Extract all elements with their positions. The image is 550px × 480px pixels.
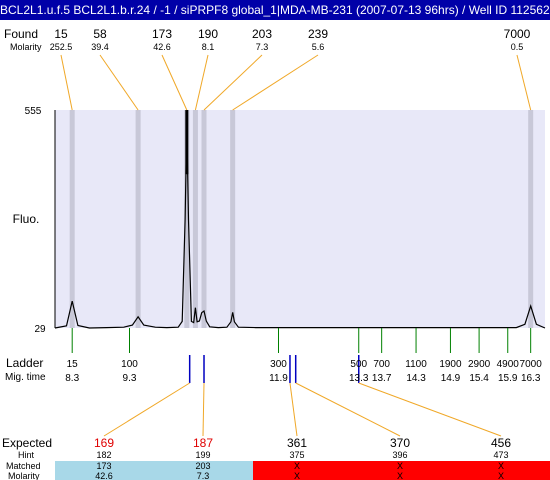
found-size: 190 — [198, 27, 218, 41]
found-molarity: 39.4 — [91, 42, 109, 52]
ladder-mig-time: 15.4 — [469, 373, 489, 384]
found-molarity: 0.5 — [511, 42, 524, 52]
matched-molarity-value: X — [397, 471, 403, 480]
ladder-mig-time: 16.3 — [521, 373, 541, 384]
header-bar: BCL2L1.u.f.5 BCL2L1.b.r.24 / -1 / siPRPF… — [0, 0, 550, 20]
peak-band — [184, 110, 190, 328]
matched-value: X — [498, 461, 504, 471]
chart-title: BCL2L1.u.f.5 BCL2L1.b.r.24 / -1 / siPRPF… — [0, 3, 550, 17]
mig-time-label: Mig. time — [5, 372, 46, 383]
found-size: 7000 — [504, 27, 531, 41]
ladder-mig-time: 13.7 — [372, 373, 392, 384]
matched-value: 173 — [96, 461, 111, 471]
expected-size: 456 — [491, 436, 511, 450]
peak-band — [135, 110, 141, 328]
peak-band — [230, 110, 236, 328]
ladder-mig-time: 13.3 — [349, 373, 369, 384]
matched-molarity-value: X — [498, 471, 504, 480]
found-molarity: 5.6 — [312, 42, 325, 52]
ladder-mig-time: 11.9 — [269, 373, 288, 384]
expected-connector — [289, 382, 298, 437]
expected-connector — [358, 382, 502, 437]
ladder-size: 300 — [270, 359, 287, 370]
found-size: 58 — [93, 27, 107, 41]
found-connector — [203, 54, 263, 111]
expected-size: 169 — [94, 436, 114, 450]
matched-molarity-value: X — [294, 471, 300, 480]
ladder-mig-time: 14.9 — [441, 373, 461, 384]
ladder-size: 4900 — [497, 359, 520, 370]
matched-fail-background — [253, 461, 550, 480]
hint-value: 182 — [96, 450, 111, 460]
found-molarity: 8.1 — [202, 42, 215, 52]
fluo-label: Fluo. — [13, 212, 40, 226]
found-label: Found — [4, 27, 38, 41]
found-molarity: 252.5 — [50, 42, 73, 52]
ladder-mig-time: 14.3 — [406, 373, 426, 384]
y-max-label: 555 — [25, 106, 42, 117]
expected-size: 361 — [287, 436, 307, 450]
molarity-row-label: Molarity — [8, 471, 40, 480]
ladder-size: 1900 — [439, 359, 462, 370]
peak-band — [201, 110, 207, 328]
found-molarity: 42.6 — [153, 42, 171, 52]
hint-value: 396 — [392, 450, 407, 460]
y-min-label: 29 — [34, 324, 46, 335]
ladder-mig-time: 8.3 — [65, 373, 79, 384]
matched-molarity-value: 42.6 — [95, 471, 113, 480]
expected-connector — [295, 382, 401, 437]
matched-label: Matched — [6, 461, 41, 471]
matched-value: 203 — [195, 461, 210, 471]
expected-connector — [202, 382, 205, 437]
found-size: 15 — [54, 27, 68, 41]
found-molarity: 7.3 — [256, 42, 269, 52]
matched-value: X — [294, 461, 300, 471]
ladder-size: 700 — [373, 359, 390, 370]
expected-label: Expected — [2, 436, 52, 450]
ladder-mig-time: 15.9 — [498, 373, 518, 384]
main-peak-band — [185, 110, 189, 175]
found-connector — [161, 54, 188, 111]
ladder-size: 1100 — [405, 359, 427, 370]
ladder-size: 15 — [67, 359, 79, 370]
found-connector — [232, 54, 319, 111]
plot-area — [55, 110, 545, 328]
hint-value: 473 — [493, 450, 508, 460]
expected-size: 370 — [390, 436, 410, 450]
molarity-label: Molarity — [10, 42, 42, 52]
fluorescence-trace — [54, 124, 546, 329]
peak-band — [528, 110, 534, 328]
ladder-size: 100 — [121, 359, 138, 370]
matched-molarity-value: 7.3 — [197, 471, 210, 480]
found-size: 239 — [308, 27, 328, 41]
hint-value: 375 — [289, 450, 304, 460]
hint-label: Hint — [18, 450, 35, 460]
found-connector — [99, 54, 139, 111]
found-connector — [194, 54, 209, 111]
ladder-mig-time: 9.3 — [123, 373, 137, 384]
ladder-label: Ladder — [6, 356, 43, 370]
matched-ok-background — [55, 461, 253, 480]
ladder-size: 2900 — [468, 359, 491, 370]
expected-connector — [103, 382, 190, 437]
expected-size: 187 — [193, 436, 213, 450]
matched-value: X — [397, 461, 403, 471]
peak-band — [69, 110, 75, 328]
ladder-size: 500 — [350, 359, 367, 370]
found-size: 173 — [152, 27, 172, 41]
hint-value: 199 — [195, 450, 210, 460]
peak-band — [192, 110, 198, 328]
ladder-size: 7000 — [520, 359, 543, 370]
found-connector — [60, 54, 73, 111]
found-size: 203 — [252, 27, 272, 41]
found-connector — [516, 54, 532, 111]
